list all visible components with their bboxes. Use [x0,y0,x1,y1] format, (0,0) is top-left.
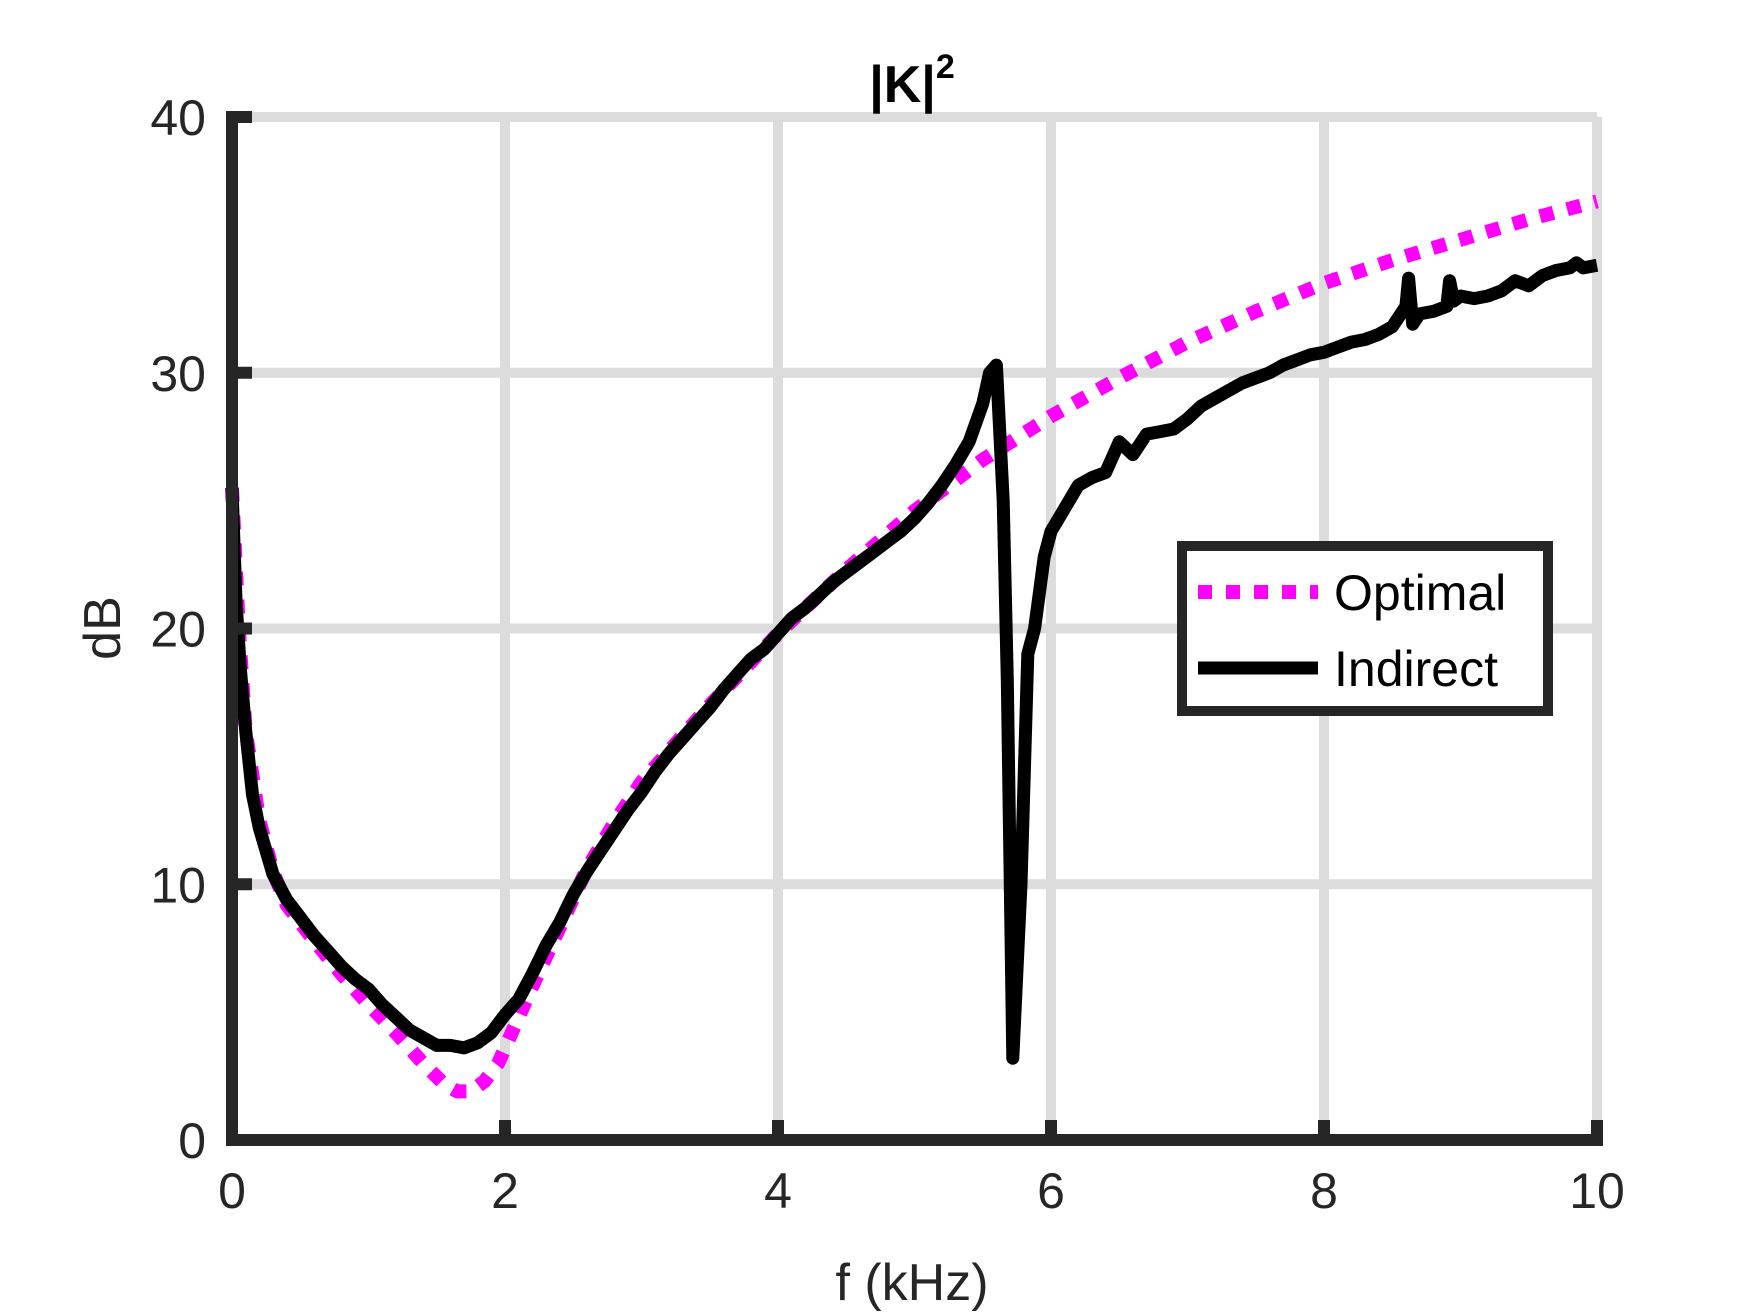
y-tick-label-4: 40 [150,90,206,146]
legend-label-optimal: Optimal [1334,565,1506,621]
y-tick-label-3: 30 [150,346,206,402]
y-tick-label-2: 20 [150,602,206,658]
legend-box [1177,541,1553,716]
x-tick-label-0: 0 [218,1163,246,1219]
y-tick-labels: 0 10 20 30 40 [150,90,206,1169]
y-tick-label-0: 0 [178,1113,206,1169]
x-tick-label-5: 10 [1569,1163,1625,1219]
chart-title: |K|2 [869,48,955,114]
chart-title-main: |K| [869,56,936,114]
x-tick-label-4: 8 [1310,1163,1338,1219]
x-axis-label: f (kHz) [835,1254,988,1312]
series-line-indirect [225,256,1599,1065]
x-tick-label-2: 4 [764,1163,792,1219]
y-tick-label-1: 10 [150,857,206,913]
y-axis-label: dB [74,596,132,660]
x-tick-labels: 0 2 4 6 8 10 [218,1163,1625,1219]
x-tick-label-1: 2 [491,1163,519,1219]
chart-title-superscript: 2 [936,48,955,86]
axes [226,111,1603,1146]
series-layer [225,194,1599,1099]
x-tick-label-3: 6 [1037,1163,1065,1219]
legend: Optimal Indirect [1177,541,1553,716]
legend-label-indirect: Indirect [1334,641,1498,697]
